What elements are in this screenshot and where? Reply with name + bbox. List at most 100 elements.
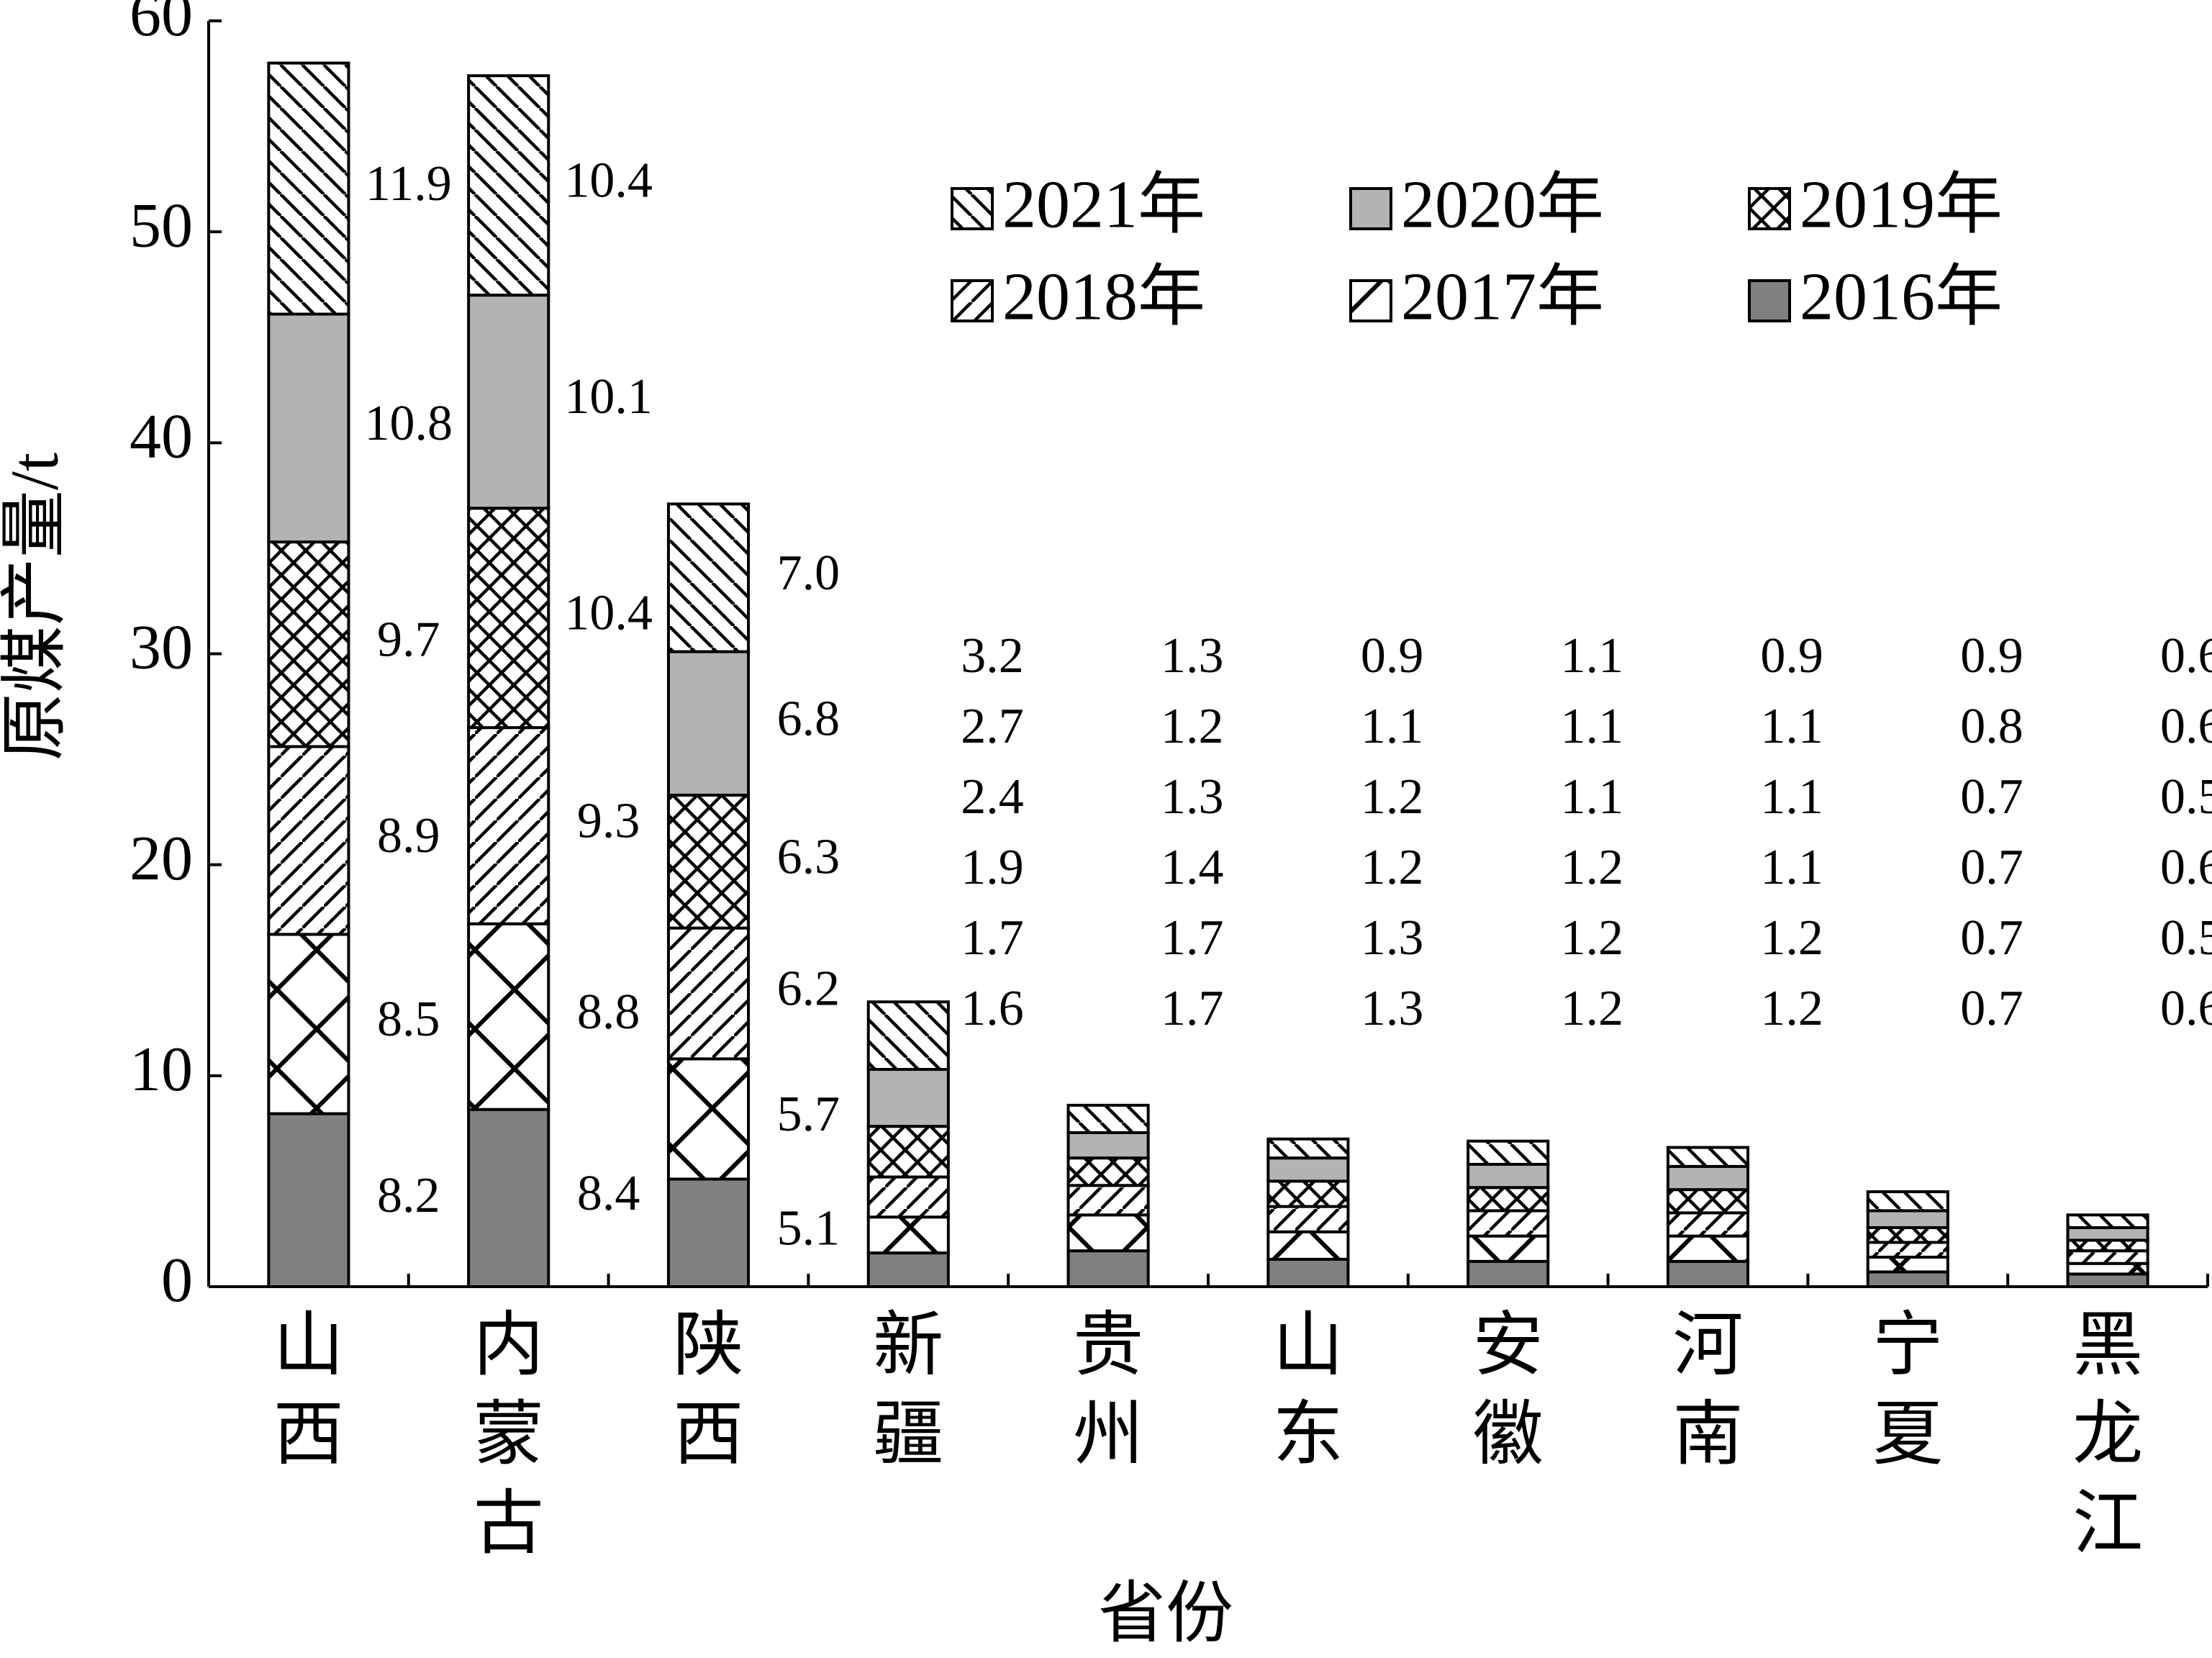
- value-label: 9.3: [577, 793, 640, 848]
- bar-segment: [1866, 1241, 1949, 1259]
- value-label: 1.1: [1760, 769, 1823, 825]
- bar-segment: [866, 1125, 950, 1179]
- value-label: 8.8: [577, 984, 640, 1040]
- value-label: 1.2: [1161, 699, 1224, 754]
- value-label: 1.3: [1161, 769, 1224, 825]
- bar-segment: [1467, 1186, 1550, 1213]
- bar-segment: [467, 922, 550, 1111]
- bar-segment: [1266, 1156, 1350, 1183]
- bar-segment: [1066, 1249, 1150, 1288]
- legend-swatch: [1748, 279, 1791, 322]
- value-label: 9.7: [377, 612, 440, 667]
- value-label: 0.6: [2160, 981, 2212, 1036]
- legend-label: 2018年: [1002, 260, 1205, 335]
- bar-segment: [1066, 1213, 1150, 1253]
- bar-segment: [1066, 1131, 1150, 1160]
- bar-segment: [666, 926, 751, 1061]
- value-label: 1.1: [1760, 840, 1823, 895]
- x-tick-label: 山西: [273, 1307, 344, 1474]
- value-label: 8.4: [577, 1166, 640, 1221]
- legend-label: 2017年: [1401, 260, 1604, 335]
- value-label: 1.1: [1561, 628, 1624, 684]
- bar-segment: [666, 1177, 751, 1288]
- legend-label: 2020年: [1401, 168, 1604, 243]
- bar-segment: [467, 74, 550, 297]
- legend-swatch: [1349, 187, 1392, 230]
- x-tick-label: 安徽: [1473, 1307, 1544, 1474]
- legend-swatch: [951, 279, 994, 322]
- legend-label: 2021年: [1002, 168, 1205, 243]
- bar-segment: [1866, 1209, 1949, 1229]
- value-label: 6.2: [777, 961, 840, 1017]
- bar-segment: [1467, 1259, 1550, 1288]
- value-label: 0.9: [1361, 628, 1424, 684]
- value-label: 1.7: [1161, 981, 1224, 1036]
- bar-segment: [1467, 1234, 1550, 1263]
- value-label: 1.3: [1361, 981, 1424, 1036]
- bar-segment: [2066, 1226, 2149, 1242]
- bar-segment: [267, 540, 350, 748]
- x-axis-title: 省份: [1098, 1577, 1233, 1652]
- value-label: 0.7: [1960, 769, 2023, 825]
- bar-segment: [267, 312, 350, 544]
- bar-segment: [866, 1068, 950, 1128]
- value-label: 10.1: [564, 369, 653, 425]
- value-label: 1.3: [1161, 628, 1224, 684]
- bar-segment: [1666, 1188, 1750, 1215]
- value-label: 1.1: [1561, 769, 1624, 825]
- value-label: 1.7: [1161, 910, 1224, 966]
- value-label: 10.4: [564, 586, 653, 641]
- x-tick-label: 陕西: [673, 1307, 743, 1474]
- value-label: 7.0: [777, 545, 840, 601]
- value-label: 1.2: [1760, 910, 1823, 966]
- bar-segment: [1266, 1257, 1350, 1288]
- legend-swatch: [1748, 187, 1791, 230]
- bar-segment: [467, 1107, 550, 1288]
- value-label: 0.7: [1960, 981, 2023, 1036]
- value-label: 1.9: [961, 840, 1024, 895]
- legend-swatch: [951, 187, 994, 230]
- value-label: 8.9: [377, 808, 440, 864]
- value-label: 1.2: [1760, 981, 1823, 1036]
- value-label: 0.7: [1960, 840, 2023, 895]
- value-label: 1.1: [1760, 699, 1823, 754]
- value-label: 6.8: [777, 691, 840, 746]
- bar-segment: [1266, 1179, 1350, 1208]
- bar-segment: [666, 502, 751, 653]
- x-tick-label: 河南: [1672, 1307, 1743, 1474]
- value-label: 1.7: [961, 910, 1024, 966]
- value-label: 8.2: [377, 1168, 440, 1223]
- legend-label: 2016年: [1800, 260, 2003, 335]
- bar-segment: [2066, 1213, 2149, 1229]
- value-label: 0.8: [1960, 699, 2023, 754]
- y-tick-label: 40: [130, 402, 193, 472]
- bar-segment: [866, 1000, 950, 1072]
- value-label: 0.9: [1760, 628, 1823, 684]
- value-label: 0.6: [2160, 628, 2212, 684]
- bar-segment: [267, 1112, 350, 1289]
- bar-segment: [1666, 1211, 1750, 1238]
- bar-segment: [467, 726, 550, 925]
- bar-segment: [467, 507, 550, 730]
- legend-label: 2019年: [1800, 168, 2003, 243]
- value-label: 1.2: [1361, 840, 1424, 895]
- value-label: 11.9: [366, 156, 452, 212]
- value-label: 1.4: [1161, 840, 1224, 895]
- value-label: 0.5: [2160, 910, 2212, 966]
- bar-segment: [666, 1057, 751, 1181]
- bar-segment: [666, 793, 751, 930]
- bar-segment: [1866, 1270, 1949, 1289]
- y-tick-label: 10: [130, 1035, 193, 1105]
- bar-segment: [1666, 1146, 1750, 1168]
- value-label: 1.1: [1361, 699, 1424, 754]
- bar-segment: [267, 933, 350, 1115]
- bar-segment: [866, 1251, 950, 1289]
- value-label: 0.6: [2160, 699, 2212, 754]
- value-label: 1.2: [1361, 769, 1424, 825]
- value-label: 5.7: [777, 1087, 840, 1142]
- bar-segment: [666, 650, 751, 797]
- bar-segment: [2066, 1249, 2149, 1265]
- bar-segment: [2066, 1261, 2149, 1276]
- y-axis-title: 原煤产量/t: [0, 453, 73, 761]
